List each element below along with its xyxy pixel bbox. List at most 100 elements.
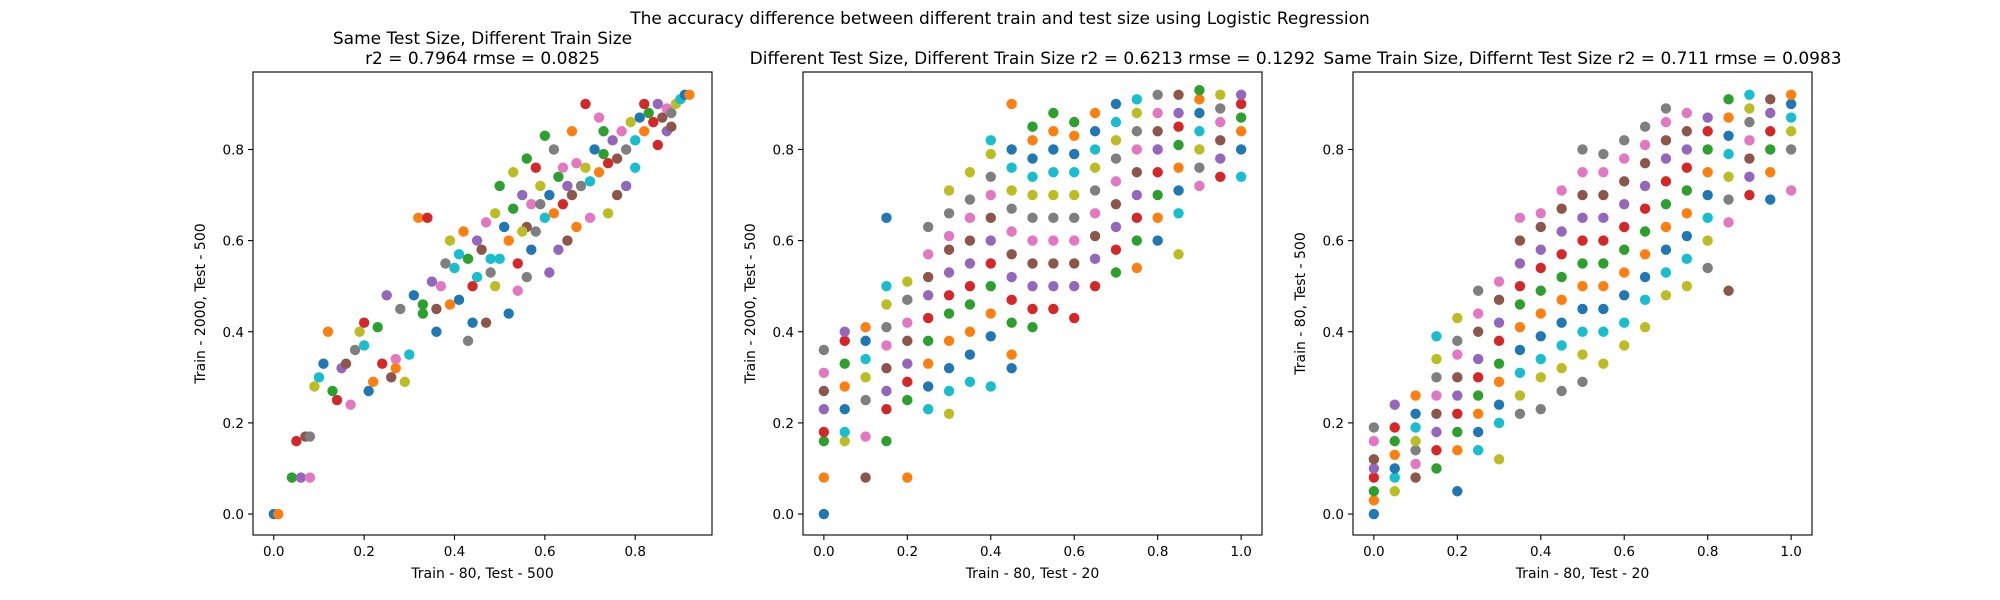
scatter-point [1027, 153, 1038, 164]
scatter-point [566, 126, 578, 137]
y-tick-label: 0.8 [773, 142, 794, 158]
scatter-point [1131, 107, 1143, 119]
scatter-point [1089, 162, 1101, 173]
scatter-point [611, 189, 623, 201]
scatter-point [331, 394, 343, 406]
scatter-point [1619, 290, 1630, 301]
scatter-point [1069, 280, 1080, 292]
scatter-point [1744, 135, 1755, 146]
scatter-point [1723, 285, 1734, 296]
scatter-point [1410, 408, 1421, 419]
x-axis-label: Train - 80, Test - 20 [965, 566, 1100, 582]
scatter-point [598, 126, 609, 137]
scatter-point [340, 358, 352, 369]
scatter-point [881, 404, 892, 415]
scatter-point [1493, 417, 1505, 429]
scatter-point [1556, 226, 1567, 237]
scatter-point [922, 271, 934, 283]
scatter-point [1006, 226, 1017, 237]
scatter-point [1152, 189, 1163, 201]
scatter-point [1110, 267, 1122, 278]
scatter-point [386, 372, 397, 383]
scatter-point [1048, 126, 1059, 137]
scatter-point [1027, 235, 1038, 246]
scatter-point [535, 198, 546, 210]
scatter-point [1639, 249, 1651, 260]
scatter-point [1598, 280, 1609, 292]
scatter-point [309, 381, 320, 392]
y-tick-label: 0.6 [773, 234, 794, 250]
scatter-point [1639, 226, 1651, 237]
scatter-point [1410, 435, 1421, 447]
scatter-point [1131, 212, 1143, 224]
scatter-point [1389, 463, 1400, 474]
scatter-point [860, 372, 871, 383]
scatter-point [1089, 208, 1101, 219]
scatter-point [922, 358, 934, 369]
scatter-point [1785, 89, 1797, 100]
scatter-point [1368, 495, 1380, 506]
y-tick-label: 0.8 [1323, 142, 1344, 158]
scatter-point [539, 212, 551, 224]
scatter-point [1452, 486, 1463, 497]
scatter-point [1069, 130, 1080, 141]
scatter-point [943, 408, 955, 419]
scatter-point [1723, 148, 1734, 160]
scatter-point [839, 358, 850, 369]
scatter-point [1389, 449, 1400, 460]
scatter-point [1598, 212, 1609, 224]
scatter-point [1472, 372, 1484, 383]
scatter-point [390, 363, 401, 374]
y-tick-label: 0.2 [223, 416, 244, 432]
scatter-point [839, 404, 850, 415]
scatter-point [1173, 208, 1184, 219]
scatter-point [535, 180, 546, 192]
scatter-point [358, 317, 370, 328]
scatter-point [1619, 176, 1630, 187]
scatter-point [1598, 326, 1609, 337]
scatter-point [1215, 153, 1226, 164]
subplot-title: r2 = 0.7964 rmse = 0.0825 [365, 49, 600, 69]
scatter-point [1173, 185, 1184, 196]
scatter-point [444, 299, 456, 310]
scatter-point [1110, 98, 1122, 110]
scatter-point [1639, 294, 1651, 306]
scatter-point [1577, 144, 1588, 155]
scatter-point [620, 180, 632, 192]
scatter-point [553, 244, 564, 255]
y-tick-label: 0.2 [773, 416, 794, 432]
scatter-point [1069, 148, 1080, 160]
scatter-point [1110, 221, 1122, 233]
scatter-point [598, 148, 609, 160]
scatter-point [652, 139, 663, 151]
scatter-point [1131, 126, 1143, 137]
scatter-point [1431, 353, 1442, 365]
scatter-point [1006, 162, 1017, 173]
scatter-point [666, 107, 677, 119]
scatter-point [1006, 203, 1017, 214]
scatter-point [1577, 376, 1588, 388]
scatter-point [839, 435, 850, 447]
figure-suptitle: The accuracy difference between differen… [629, 9, 1370, 29]
scatter-point [902, 335, 913, 347]
scatter-point [1389, 435, 1400, 447]
x-axis-label: Train - 80, Test - 20 [1515, 566, 1650, 582]
x-tick-label: 0.2 [897, 544, 918, 560]
scatter-point [1660, 116, 1672, 128]
scatter-point [985, 148, 996, 160]
scatter-point [1215, 89, 1226, 100]
scatter-point [1173, 89, 1184, 100]
scatter-point [517, 189, 528, 201]
scatter-point [1660, 135, 1672, 146]
scatter-point [1681, 144, 1693, 155]
scatter-point [1785, 185, 1797, 196]
scatter-point [881, 363, 892, 374]
scatter-point [1765, 107, 1776, 119]
scatter-point [1598, 148, 1609, 160]
scatter-point [1431, 408, 1442, 419]
scatter-point [922, 290, 934, 301]
scatter-point [839, 326, 850, 337]
scatter-point [1069, 167, 1080, 178]
scatter-point [471, 271, 483, 283]
scatter-point [943, 308, 955, 319]
